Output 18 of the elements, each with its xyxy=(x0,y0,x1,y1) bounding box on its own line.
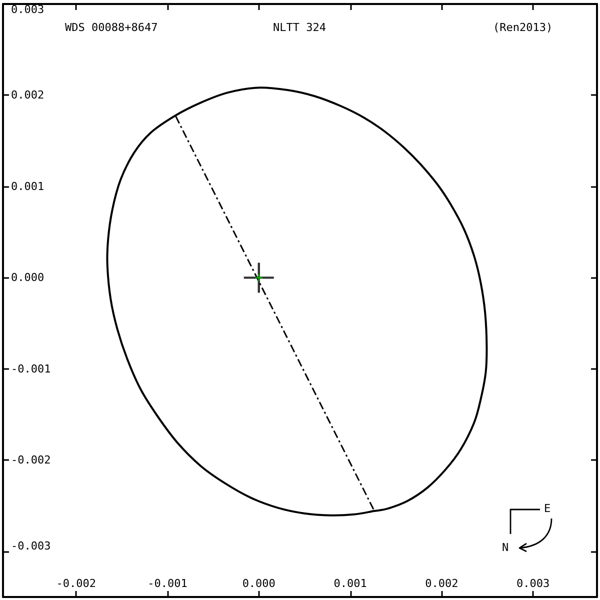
annotation: (Ren2013) xyxy=(493,21,553,34)
x-tick-label: -0.002 xyxy=(56,577,96,590)
y-tick-label: 0.000 xyxy=(11,271,44,284)
x-tick-label: 0.003 xyxy=(516,577,550,590)
x-tick-label: 0.002 xyxy=(425,577,458,590)
y-tick-label: 0.003 xyxy=(11,3,44,16)
y-tick-label: 0.001 xyxy=(11,180,44,193)
text: NLTT 324 xyxy=(273,21,326,34)
y-tick-label: 0.002 xyxy=(11,88,44,102)
y-tick-label: -0.003 xyxy=(11,539,51,552)
x-tick-label: 0.000 xyxy=(242,577,276,590)
annotation: E xyxy=(544,502,551,515)
x-tick-label: -0.001 xyxy=(148,577,188,590)
annotation: N xyxy=(502,541,509,554)
x-tick-label: 0.001 xyxy=(334,577,367,590)
text: WDS 00088+8647 xyxy=(65,21,158,34)
y-tick-label: -0.001 xyxy=(11,362,51,376)
y-tick-label: -0.002 xyxy=(11,454,51,467)
